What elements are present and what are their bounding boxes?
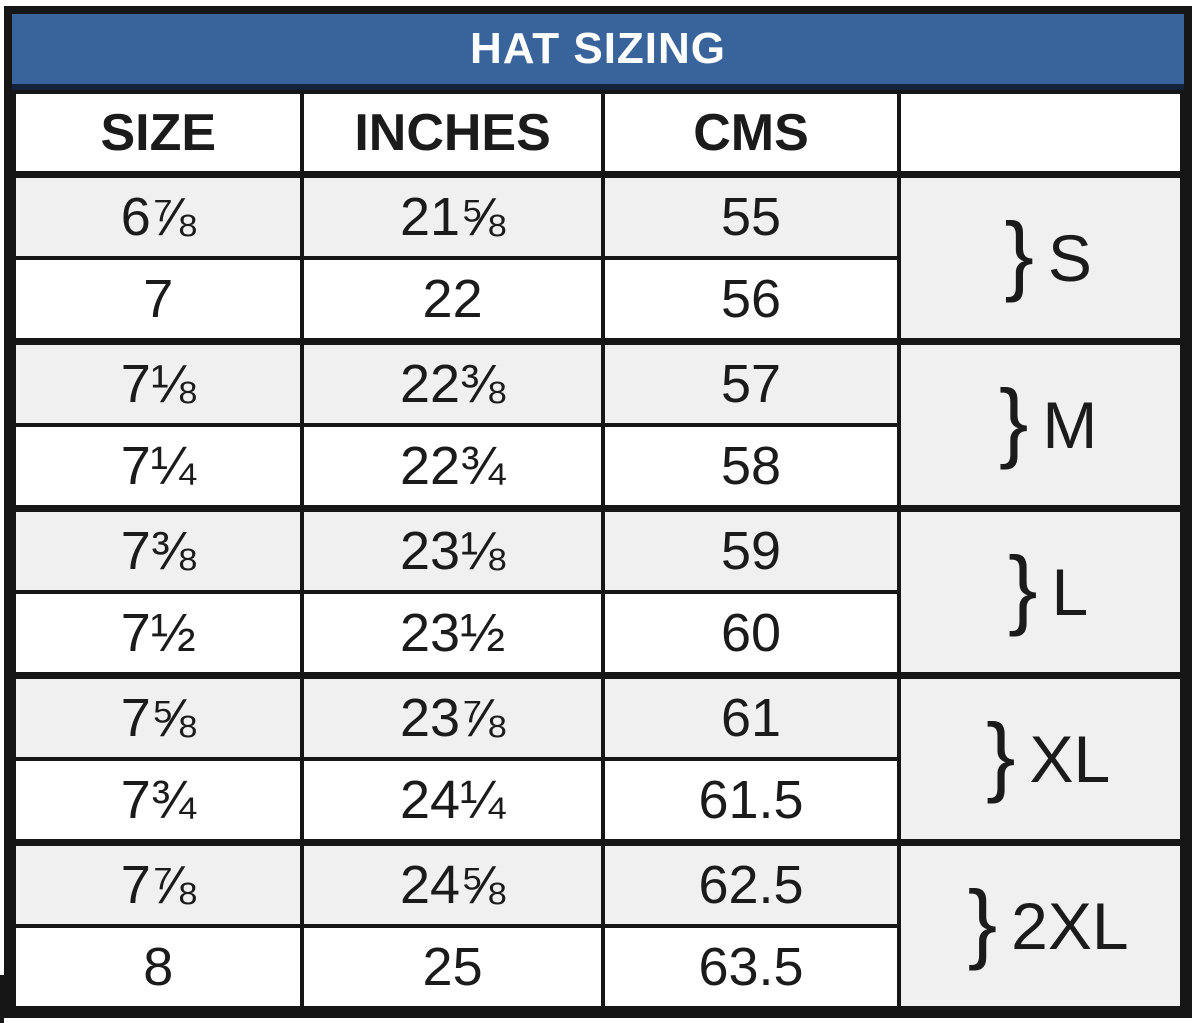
group-cell-s: } S — [897, 171, 1184, 344]
cell-inches: 23½ — [300, 590, 605, 678]
table-row: 8 25 63.5 — [11, 924, 1182, 1010]
group-label: 2XL — [1011, 889, 1129, 963]
cell-cms: 58 — [600, 423, 902, 511]
cell-cms: 62.5 — [600, 839, 902, 928]
brace-glyph: } — [998, 371, 1029, 470]
cell-cms: 55 — [600, 171, 902, 260]
cell-inches: 22 — [300, 256, 605, 344]
cell-size: 7½ — [11, 590, 305, 678]
cell-size: 7 — [11, 256, 305, 344]
cell-cms: 61 — [600, 672, 902, 761]
cell-inches: 21⅝ — [300, 171, 605, 260]
table-row: 7¾ 24¼ 61.5 — [11, 757, 1182, 845]
cell-cms: 60 — [600, 590, 902, 678]
table-row: 7⅜ 23⅛ 59 } L — [11, 505, 1184, 678]
cell-inches: 25 — [300, 924, 605, 1010]
cell-cms: 63.5 — [600, 924, 902, 1010]
cell-inches: 22⅜ — [300, 338, 605, 427]
scan-artifact-mark — [0, 975, 4, 1023]
table-row: 7 22 56 — [11, 256, 1182, 344]
group-label: XL — [1029, 722, 1111, 796]
cell-size: 7¼ — [11, 423, 305, 511]
table-row: 7¼ 22¾ 58 — [11, 423, 1182, 511]
cell-size: 8 — [11, 924, 305, 1010]
brace-glyph: } — [1004, 204, 1034, 303]
cell-size: 7⅞ — [11, 839, 305, 928]
table-row: 7⅞ 24⅝ 62.5 } 2XL — [11, 839, 1184, 1010]
cell-cms: 56 — [600, 256, 902, 344]
col-header-cms: CMS — [600, 90, 902, 178]
cell-size: 7⅝ — [11, 672, 305, 761]
table-row: 7⅛ 22⅜ 57 } M — [11, 338, 1184, 511]
group-label: S — [1047, 221, 1092, 295]
hat-sizing-chart: HAT SIZING SIZE INCHES CMS 6⅞ 21⅝ 55 } S — [4, 6, 1192, 1018]
group-cell-xl: } XL — [897, 672, 1184, 845]
brace-glyph: } — [967, 872, 998, 971]
cell-inches: 23⅞ — [300, 672, 605, 761]
col-header-size: SIZE — [11, 90, 305, 178]
chart-title: HAT SIZING — [469, 24, 727, 73]
chart-title-banner: HAT SIZING — [12, 14, 1184, 90]
cell-size: 7⅜ — [11, 505, 305, 594]
brace-glyph: } — [1008, 538, 1038, 637]
cell-size: 6⅞ — [11, 171, 305, 260]
table-row: 7⅝ 23⅞ 61 } XL — [11, 672, 1184, 845]
cell-inches: 24⅝ — [300, 839, 605, 928]
table-row: 7½ 23½ 60 — [11, 590, 1182, 678]
group-cell-m: } M — [897, 338, 1184, 511]
cell-size: 7⅛ — [11, 338, 305, 427]
header-row: SIZE INCHES CMS — [11, 90, 1184, 178]
group-label: L — [1051, 555, 1089, 629]
cell-inches: 23⅛ — [300, 505, 605, 594]
cell-cms: 61.5 — [600, 757, 902, 845]
table-row: 6⅞ 21⅝ 55 } S — [11, 171, 1184, 344]
col-header-inches: INCHES — [300, 90, 605, 178]
cell-inches: 22¾ — [300, 423, 605, 511]
group-cell-l: } L — [897, 505, 1184, 678]
col-header-group — [897, 90, 1184, 178]
cell-size: 7¾ — [11, 757, 305, 845]
brace-glyph: } — [986, 705, 1016, 804]
cell-cms: 59 — [600, 505, 902, 594]
group-cell-2xl: } 2XL — [897, 839, 1184, 1010]
cell-cms: 57 — [600, 338, 902, 427]
hat-sizing-table: SIZE INCHES CMS 6⅞ 21⅝ 55 } S 7 22 56 7⅛ — [11, 90, 1184, 1010]
group-label: M — [1042, 388, 1098, 462]
cell-inches: 24¼ — [300, 757, 605, 845]
